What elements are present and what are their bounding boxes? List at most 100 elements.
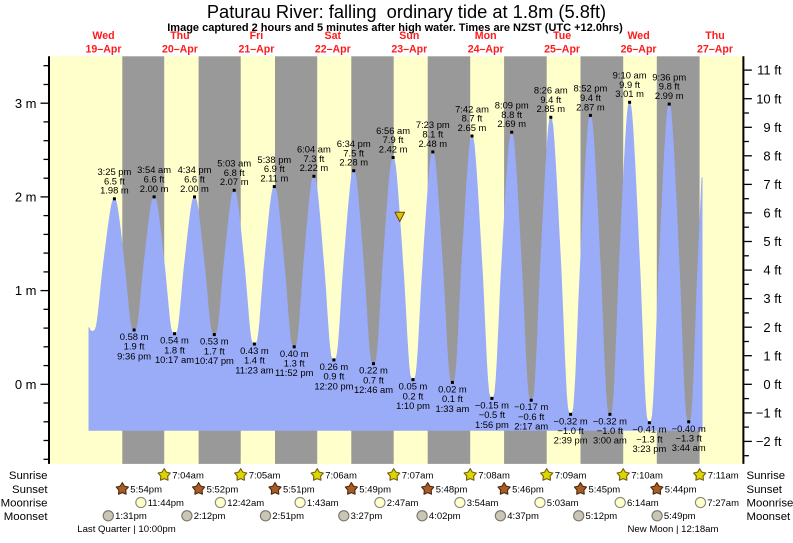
svg-text:9 ft: 9 ft — [763, 120, 781, 135]
svg-text:2.07 m: 2.07 m — [220, 176, 249, 187]
svg-text:12:20 pm: 12:20 pm — [314, 380, 353, 391]
svg-text:−1 ft: −1 ft — [756, 406, 782, 421]
svg-text:7:04am: 7:04am — [172, 470, 204, 481]
svg-text:Paturau River: falling ordina: Paturau River: falling ordinary tide at … — [207, 1, 606, 22]
svg-text:Wed: Wed — [628, 30, 650, 42]
svg-text:10:47 pm: 10:47 pm — [195, 355, 234, 366]
svg-text:2.42 m: 2.42 m — [379, 143, 408, 154]
svg-text:3:44 am: 3:44 am — [672, 442, 706, 453]
svg-text:5:54pm: 5:54pm — [130, 484, 162, 495]
svg-text:2.87 m: 2.87 m — [576, 101, 605, 112]
svg-text:22–Apr: 22–Apr — [315, 43, 351, 55]
svg-text:1.98 m: 1.98 m — [100, 185, 129, 196]
svg-text:Tue: Tue — [553, 30, 571, 42]
svg-text:10:17 am: 10:17 am — [155, 354, 194, 365]
svg-text:4:37pm: 4:37pm — [507, 511, 539, 522]
svg-text:3:00 am: 3:00 am — [593, 435, 627, 446]
svg-text:7:06am: 7:06am — [325, 470, 357, 481]
svg-text:3:23 pm: 3:23 pm — [632, 443, 666, 454]
svg-text:2:17 am: 2:17 am — [514, 421, 548, 432]
svg-text:0 m: 0 m — [15, 377, 37, 392]
svg-text:10 ft: 10 ft — [756, 91, 782, 106]
svg-text:Sun: Sun — [399, 30, 419, 42]
svg-text:Sunrise: Sunrise — [747, 470, 786, 482]
svg-text:Fri: Fri — [250, 30, 264, 42]
svg-text:2 m: 2 m — [15, 190, 37, 205]
svg-text:27–Apr: 27–Apr — [697, 43, 733, 55]
svg-text:5:49pm: 5:49pm — [664, 511, 696, 522]
svg-text:2:39 pm: 2:39 pm — [554, 435, 588, 446]
svg-text:2.69 m: 2.69 m — [497, 118, 526, 129]
svg-text:2.65 m: 2.65 m — [458, 122, 487, 133]
svg-text:5:49pm: 5:49pm — [359, 484, 391, 495]
svg-text:2.99 m: 2.99 m — [655, 90, 684, 101]
svg-text:1:31pm: 1:31pm — [115, 511, 147, 522]
svg-text:Moonset: Moonset — [4, 511, 49, 523]
svg-text:5:12pm: 5:12pm — [586, 511, 618, 522]
svg-text:6 ft: 6 ft — [763, 206, 781, 221]
svg-text:3 m: 3 m — [15, 96, 37, 111]
svg-text:11:52 pm: 11:52 pm — [275, 367, 314, 378]
svg-text:Wed: Wed — [92, 30, 114, 42]
svg-text:Sat: Sat — [325, 30, 342, 42]
svg-text:23–Apr: 23–Apr — [391, 43, 427, 55]
svg-text:11:23 am: 11:23 am — [235, 364, 274, 375]
svg-text:New Moon | 12:18am: New Moon | 12:18am — [627, 524, 718, 535]
svg-text:Moonrise: Moonrise — [747, 498, 793, 510]
svg-text:8 ft: 8 ft — [763, 148, 781, 163]
svg-text:2:51pm: 2:51pm — [272, 511, 304, 522]
svg-text:2:12pm: 2:12pm — [194, 511, 226, 522]
svg-text:1:43am: 1:43am — [307, 498, 339, 509]
svg-text:Moonset: Moonset — [747, 511, 792, 523]
svg-text:2.00 m: 2.00 m — [140, 183, 169, 194]
svg-text:3 ft: 3 ft — [763, 291, 781, 306]
svg-text:6:14am: 6:14am — [627, 498, 659, 509]
svg-text:Last Quarter | 10:00pm: Last Quarter | 10:00pm — [77, 524, 175, 535]
svg-text:5:44pm: 5:44pm — [665, 484, 697, 495]
svg-text:11 ft: 11 ft — [757, 63, 782, 78]
svg-text:24–Apr: 24–Apr — [468, 43, 504, 55]
svg-text:5 ft: 5 ft — [763, 234, 781, 249]
svg-text:3:27pm: 3:27pm — [351, 511, 383, 522]
svg-text:7:09am: 7:09am — [555, 470, 587, 481]
svg-text:7:05am: 7:05am — [249, 470, 281, 481]
svg-text:19–Apr: 19–Apr — [86, 43, 122, 55]
svg-text:7:07am: 7:07am — [402, 470, 434, 481]
svg-text:2.11 m: 2.11 m — [260, 173, 288, 184]
svg-text:3:54am: 3:54am — [467, 498, 499, 509]
svg-text:0 ft: 0 ft — [763, 377, 781, 392]
svg-text:Sunset: Sunset — [12, 484, 48, 496]
svg-text:1 ft: 1 ft — [763, 348, 781, 363]
svg-text:4:02pm: 4:02pm — [429, 511, 461, 522]
svg-text:1:10 pm: 1:10 pm — [396, 400, 430, 411]
svg-text:1:56 pm: 1:56 pm — [475, 419, 509, 430]
svg-text:7 ft: 7 ft — [763, 177, 781, 192]
svg-text:Moonrise: Moonrise — [1, 498, 48, 510]
svg-text:5:52pm: 5:52pm — [207, 484, 239, 495]
svg-text:2.28 m: 2.28 m — [339, 157, 368, 168]
svg-text:4 ft: 4 ft — [763, 263, 781, 278]
svg-text:Thu: Thu — [705, 30, 724, 42]
svg-text:7:10am: 7:10am — [631, 470, 663, 481]
svg-text:2.85 m: 2.85 m — [536, 103, 565, 114]
svg-text:26–Apr: 26–Apr — [621, 43, 657, 55]
svg-text:2.00 m: 2.00 m — [180, 183, 209, 194]
svg-text:3.01 m: 3.01 m — [615, 88, 644, 99]
svg-text:2.48 m: 2.48 m — [418, 138, 447, 149]
svg-text:2 ft: 2 ft — [763, 320, 781, 335]
svg-text:2:47am: 2:47am — [387, 498, 419, 509]
svg-text:2.22 m: 2.22 m — [300, 162, 329, 173]
svg-text:20–Apr: 20–Apr — [162, 43, 198, 55]
svg-text:1:33 am: 1:33 am — [435, 403, 469, 414]
svg-text:21–Apr: 21–Apr — [238, 43, 274, 55]
svg-text:5:48pm: 5:48pm — [436, 484, 468, 495]
svg-text:1 m: 1 m — [15, 283, 37, 298]
svg-text:Thu: Thu — [170, 30, 189, 42]
svg-text:7:11am: 7:11am — [708, 470, 739, 481]
svg-text:12:46 am: 12:46 am — [354, 384, 393, 395]
svg-text:12:42am: 12:42am — [227, 498, 264, 509]
svg-text:5:03am: 5:03am — [547, 498, 579, 509]
svg-text:7:08am: 7:08am — [478, 470, 510, 481]
svg-text:Sunrise: Sunrise — [9, 470, 48, 482]
svg-text:5:51pm: 5:51pm — [283, 484, 315, 495]
